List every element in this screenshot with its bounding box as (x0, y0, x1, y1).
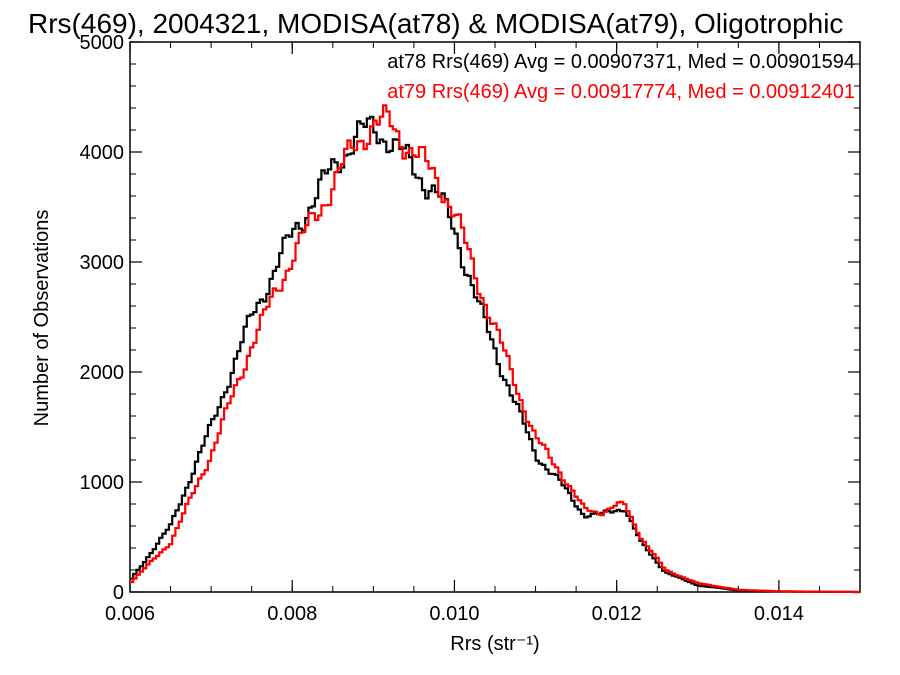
plot-frame (129, 41, 861, 593)
y-tick-label: 3000 (80, 252, 125, 274)
y-tick-label: 4000 (80, 142, 125, 164)
y-tick-label: 0 (113, 582, 124, 604)
legend-entry-at78: at78 Rrs(469) Avg = 0.00907371, Med = 0.… (387, 51, 855, 73)
x-axis-label: Rrs (str⁻¹) (450, 633, 539, 655)
legend-entry-at79: at79 Rrs(469) Avg = 0.00917774, Med = 0.… (387, 81, 855, 103)
y-tick-label: 1000 (80, 472, 125, 494)
chart-title: Rrs(469), 2004321, MODISA(at78) & MODISA… (28, 8, 843, 39)
x-tick-label: 0.008 (267, 603, 317, 625)
series-line-at78 (130, 115, 860, 594)
plot-area (130, 104, 860, 594)
series-line-at79 (130, 104, 860, 594)
y-tick-label: 5000 (80, 32, 125, 54)
x-tick-label: 0.010 (429, 603, 479, 625)
y-axis-label: Number of Observations (31, 210, 53, 427)
y-tick-label: 2000 (80, 362, 125, 384)
x-tick-label: 0.012 (592, 603, 642, 625)
x-tick-label: 0.006 (105, 603, 155, 625)
x-tick-label: 0.014 (754, 603, 804, 625)
axes: 0.006 0.008 0.010 0.012 0.014 0 1000 2000 3000 40… (80, 32, 861, 625)
